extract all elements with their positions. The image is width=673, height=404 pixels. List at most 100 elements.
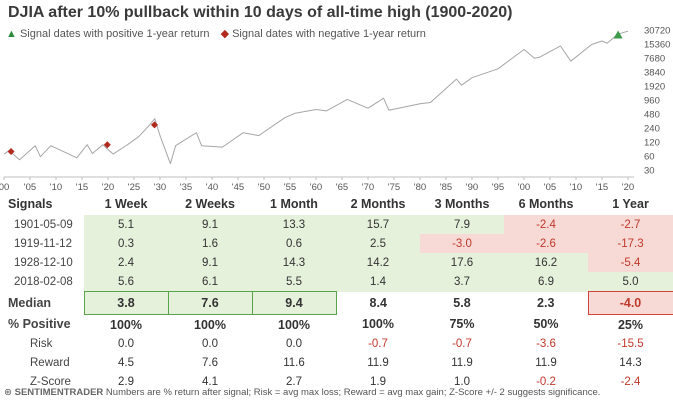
footer-note: ⊛ SENTIMENTRADER Numbers are % return af…: [4, 387, 600, 398]
x-tick-label: '75: [388, 182, 400, 190]
table-row: 1901-05-09 5.1 9.1 13.3 15.7 7.9 -2.4 -2.7: [0, 215, 673, 234]
x-tick-label: '70: [362, 182, 374, 190]
table-cell: 7.6: [202, 356, 218, 369]
table-cell: -3.0: [420, 234, 504, 253]
table-cell: 2.9: [118, 375, 134, 388]
y-tick-label: 30720: [644, 26, 670, 37]
table-row: Z-Score 2.9 4.1 2.7 1.9 1.0 -0.2 -2.4: [0, 372, 673, 391]
signal-returns-table: Signals 1 Week 2 Weeks 1 Month 2 Months 3 Mon…: [0, 193, 673, 391]
table-cell: 100%: [110, 317, 142, 332]
table-cell: 5.8: [453, 296, 471, 310]
table-cell: 14.3: [619, 356, 642, 369]
footer-text: Numbers are % return after signal; Risk …: [105, 387, 601, 398]
table-cell: -2.7: [588, 215, 673, 234]
table-cell: 0.0: [286, 337, 302, 350]
column-header: 6 Months: [518, 197, 574, 211]
table-cell: 7.6: [167, 291, 253, 315]
table-cell: 2.5: [336, 234, 420, 253]
table-cell: 5.0: [588, 272, 673, 292]
row-label: 1928-12-10: [14, 256, 73, 269]
table-cell: 1.9: [370, 375, 386, 388]
x-tick-label: '10: [50, 182, 62, 190]
table-row: 2018-02-08 5.6 6.1 5.5 1.4 3.7 6.9 5.0: [0, 272, 673, 292]
x-tick-label: 00: [0, 182, 9, 190]
y-tick-label: 3840: [644, 68, 665, 79]
negative-diamond-icon: ◆: [220, 28, 230, 40]
table-cell: -2.4: [620, 375, 641, 388]
table-row: 1919-11-12 0.3 1.6 0.6 2.5 -3.0 -2.6 -17.3: [0, 234, 673, 253]
row-label: % Positive: [8, 317, 71, 332]
row-label: 1919-11-12: [14, 237, 72, 250]
x-tick-label: '10: [570, 182, 582, 190]
y-tick-label: 960: [644, 96, 660, 107]
table-cell: -0.2: [536, 375, 556, 388]
column-header: 2 Weeks: [185, 197, 235, 211]
table-row: Median 3.8 7.6 9.4 8.4 5.8 2.3 -4.0: [0, 291, 673, 315]
y-tick-label: 480: [644, 110, 660, 121]
table-cell: 2.3: [537, 296, 555, 310]
row-label: Risk: [30, 337, 53, 350]
x-tick-label: '50: [258, 182, 270, 190]
x-tick-label: '00: [518, 182, 530, 190]
table-cell: 14.3: [252, 253, 336, 272]
x-tick-label: '55: [284, 182, 296, 190]
x-tick-label: '60: [310, 182, 322, 190]
column-header: Signals: [8, 197, 53, 211]
djia-line-chart: 00 '05 '10 '15 '20 '25 '30 '35 '40 '45 '50 '55 '60 '6…: [0, 26, 670, 191]
row-label: Reward: [30, 356, 70, 369]
table-cell: 4.5: [118, 356, 134, 369]
x-tick-label: '80: [414, 182, 426, 190]
table-cell: 5.5: [252, 272, 336, 292]
x-tick-label: '20: [102, 182, 114, 190]
positive-triangle-icon: ▲: [6, 28, 17, 40]
row-label: 2018-02-08: [14, 275, 73, 288]
row-label: Median: [8, 296, 52, 310]
table-cell: 11.6: [283, 356, 305, 369]
table-cell: 8.4: [369, 296, 387, 310]
table-cell: 1.6: [168, 234, 252, 253]
table-cell: 14.2: [336, 253, 420, 272]
x-tick-label: '20: [622, 182, 634, 190]
column-header: 1 Year: [612, 197, 649, 211]
x-tick-label: '90: [466, 182, 478, 190]
table-cell: 5.1: [84, 215, 168, 234]
y-tick-label: 30: [644, 166, 655, 177]
table-cell: 11.9: [535, 356, 557, 369]
table-cell: 100%: [362, 317, 394, 332]
table-cell: 9.4: [251, 291, 337, 315]
table-cell: -4.0: [587, 291, 673, 315]
legend-positive-label: Signal dates with positive 1-year return: [19, 28, 210, 40]
row-label: Z-Score: [30, 375, 71, 388]
x-tick-label: '25: [128, 182, 140, 190]
table-cell: 75%: [449, 317, 475, 332]
table-row: Risk 0.0 0.0 0.0 -0.7 -0.7 -3.6 -15.5: [0, 334, 673, 353]
table-row: Reward 4.5 7.6 11.6 11.9 11.9 11.9 14.3: [0, 353, 673, 372]
table-cell: -5.4: [588, 253, 673, 272]
column-header: 2 Months: [350, 197, 406, 211]
table-cell: -2.6: [504, 234, 588, 253]
x-tick-label: '95: [492, 182, 504, 190]
y-tick-label: 240: [644, 124, 660, 135]
x-tick-label: '15: [596, 182, 608, 190]
table-cell: 6.1: [168, 272, 252, 292]
chart-legend: ▲ Signal dates with positive 1-year retu…: [6, 27, 426, 40]
table-cell: 0.0: [202, 337, 218, 350]
table-cell: 5.6: [84, 272, 168, 292]
table-cell: 9.1: [168, 215, 252, 234]
table-cell: 7.9: [420, 215, 504, 234]
y-tick-label: 15360: [644, 40, 670, 51]
table-cell: 6.9: [504, 272, 588, 292]
table-cell: 25%: [617, 317, 644, 332]
y-tick-label: 120: [644, 138, 660, 149]
table-cell: 9.1: [168, 253, 252, 272]
table-cell: 1.0: [454, 375, 470, 388]
table-cell: 50%: [533, 317, 559, 332]
signal-marker-negative: [7, 147, 15, 155]
table-cell: 3.8: [83, 291, 169, 315]
x-tick-label: '65: [336, 182, 348, 190]
brand-logo-icon: ⊛: [4, 387, 12, 398]
y-tick-label: 1920: [644, 82, 665, 93]
table-header-row: Signals 1 Week 2 Weeks 1 Month 2 Months 3 Mon…: [0, 193, 673, 215]
djia-series-line: [3, 30, 629, 165]
legend-negative-label: Signal dates with negative 1-year return: [232, 28, 426, 40]
